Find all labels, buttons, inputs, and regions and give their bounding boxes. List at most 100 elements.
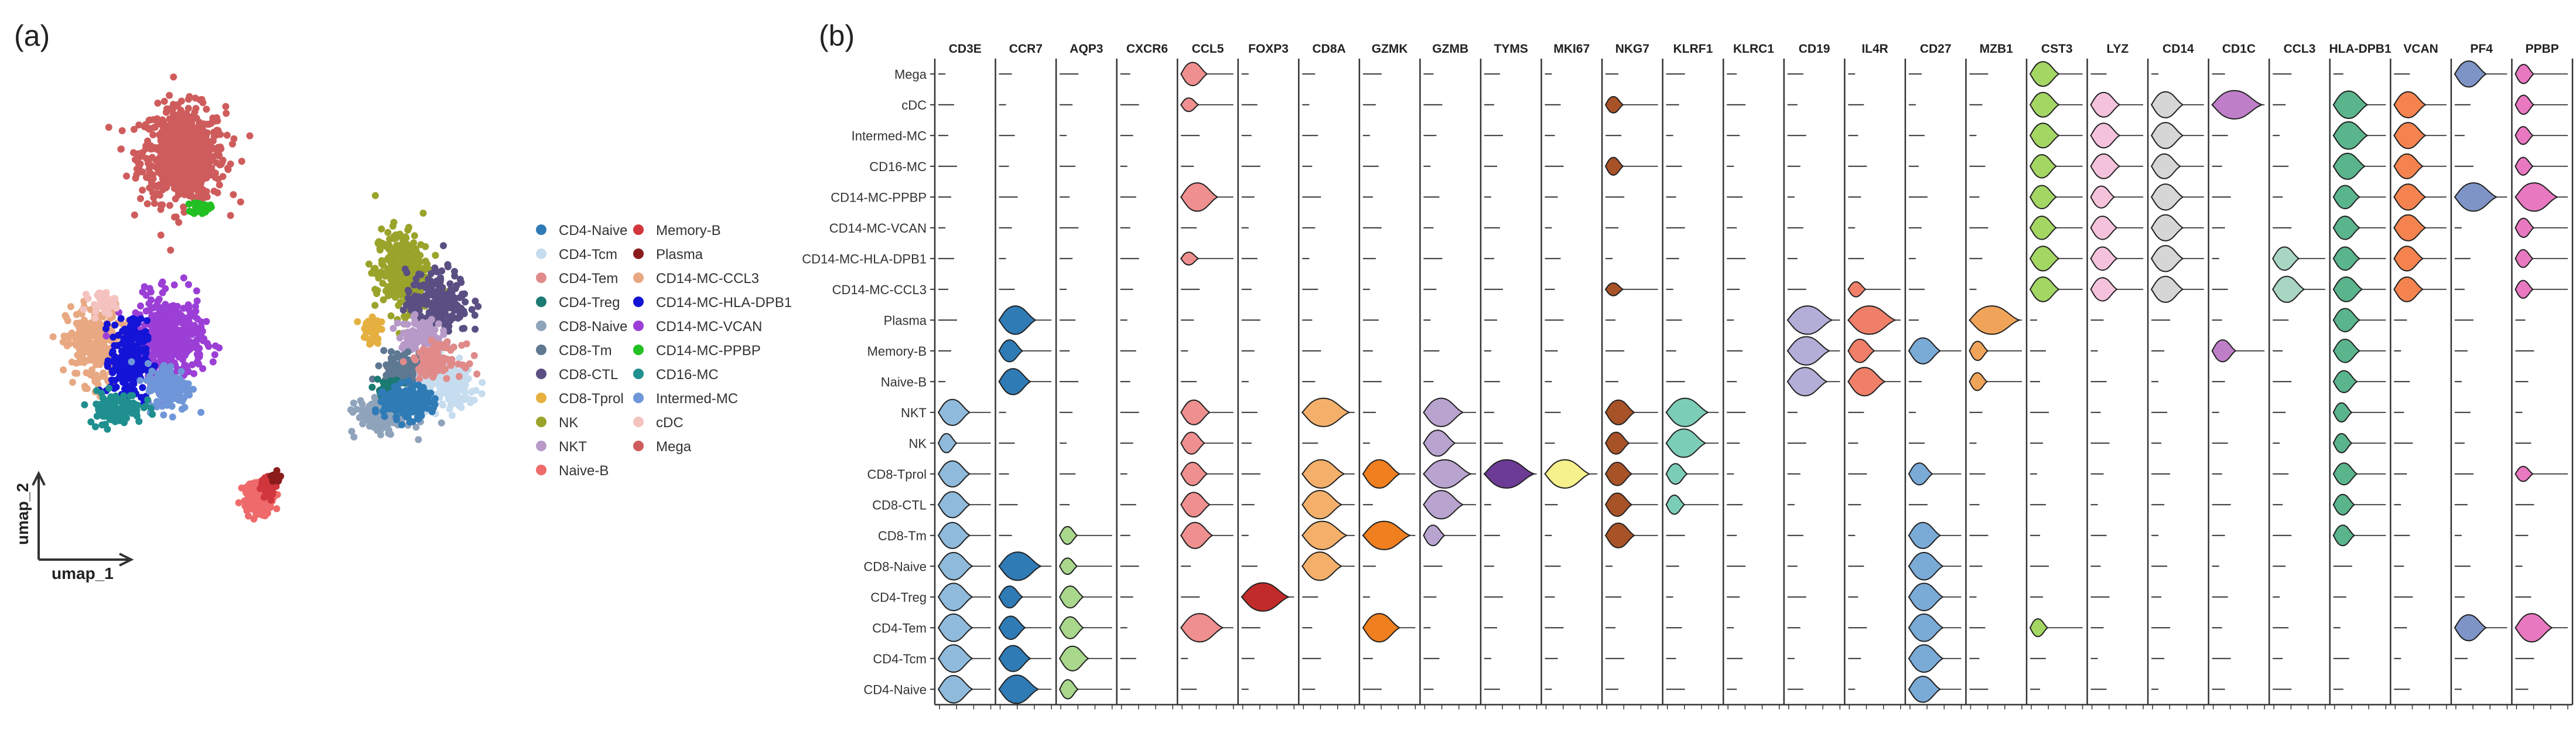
umap-point	[143, 377, 151, 384]
umap-point	[92, 339, 100, 347]
umap-point	[241, 497, 248, 505]
legend-swatch	[536, 465, 546, 475]
umap-point	[444, 263, 452, 271]
umap-point	[81, 401, 88, 408]
umap-point	[72, 342, 80, 349]
umap-point	[391, 403, 399, 411]
gene-label: MZB1	[1980, 42, 2013, 56]
legend-item-intermed-mc: Intermed-MC	[633, 391, 738, 407]
violin-cd3e-cd8-tm	[937, 522, 971, 549]
umap-point	[173, 149, 181, 157]
umap-point	[181, 404, 189, 411]
umap-point	[423, 404, 431, 412]
gene-column-lyz: LYZ	[2086, 42, 2144, 710]
umap-point	[153, 321, 160, 329]
umap-point	[411, 232, 418, 240]
violin-klrf1-nk	[1665, 428, 1707, 458]
umap-point	[394, 319, 401, 327]
umap-point	[132, 175, 139, 182]
umap-point	[84, 338, 92, 346]
gene-column-cd3e: CD3E	[934, 42, 992, 710]
legend-item-cd8-ctl: CD8-CTL	[536, 367, 618, 383]
umap-point	[82, 291, 90, 298]
umap-point	[446, 389, 454, 396]
umap-point	[381, 413, 388, 420]
umap-point	[71, 369, 79, 377]
umap-point	[114, 395, 121, 403]
legend-label: Mega	[656, 439, 692, 455]
celltype-label: Memory-B	[867, 344, 927, 359]
umap-point	[149, 411, 156, 418]
umap-point	[409, 418, 416, 425]
umap-point	[132, 334, 140, 342]
umap-point	[79, 350, 87, 357]
umap-point	[145, 117, 153, 124]
umap-point	[368, 270, 375, 277]
violin-vcan-cd16-mc	[2393, 153, 2424, 179]
umap-point	[426, 357, 433, 365]
umap-point	[170, 73, 177, 81]
umap-point	[63, 332, 71, 340]
umap-point	[375, 362, 382, 370]
legend-label: NKT	[559, 439, 587, 455]
celltype-label: Intermed-MC	[852, 128, 927, 143]
umap-point	[385, 419, 393, 427]
legend-swatch	[633, 369, 644, 379]
umap-point	[366, 325, 374, 332]
celltype-label: NKT	[901, 406, 927, 420]
gene-label: PPBP	[2526, 42, 2559, 56]
violin-cd14-intermed-mc	[2150, 122, 2185, 149]
umap-point	[431, 370, 438, 378]
umap-point	[158, 280, 165, 288]
umap-point	[427, 383, 435, 391]
umap-point	[196, 164, 204, 172]
umap-point	[416, 349, 423, 356]
umap-point	[348, 428, 356, 435]
violin-lyz-cdc	[2090, 91, 2121, 118]
violin-cd27-cd4-treg	[1908, 582, 1945, 612]
legend-swatch	[633, 297, 644, 307]
violin-hla-dpb1-cd8-tprol	[2332, 462, 2359, 486]
violin-cd27-cd4-tem	[1908, 613, 1945, 642]
umap-point	[210, 188, 218, 195]
umap-point	[432, 251, 439, 259]
umap-point	[197, 408, 205, 416]
umap-point	[412, 424, 420, 431]
violin-cd3e-cd4-tem	[937, 613, 974, 642]
umap-point	[433, 363, 440, 370]
violin-cd27-cd4-naive	[1908, 676, 1942, 703]
violin-hla-dpb1-cdc	[2332, 90, 2369, 120]
umap-cluster-plasma	[267, 467, 285, 485]
umap-point	[167, 246, 175, 254]
umap-point	[412, 356, 419, 364]
umap-point	[419, 209, 427, 217]
umap-point	[166, 333, 174, 341]
umap-point	[390, 325, 397, 332]
gene-label: TYMS	[1494, 42, 1528, 56]
umap-point	[81, 383, 88, 390]
violin-hla-dpb1-cd16-mc	[2332, 152, 2366, 180]
violin-ppbp-cd14-mc-ppbp	[2514, 182, 2559, 212]
umap-point	[404, 287, 412, 294]
violin-ccl5-cdc	[1180, 97, 1200, 113]
gene-column-cd1c: CD1C	[2208, 42, 2265, 710]
legend-label: Naive-B	[559, 463, 609, 479]
umap-point	[139, 384, 146, 391]
umap-point	[179, 127, 187, 135]
gene-column-gzmb: GZMB	[1419, 42, 1477, 710]
celltype-label: NK	[908, 436, 927, 451]
umap-point	[440, 290, 447, 298]
umap-point	[203, 188, 210, 195]
umap-point	[168, 403, 176, 410]
legend-item-mega: Mega	[633, 439, 692, 455]
celltype-label: CD8-CTL	[872, 498, 927, 512]
umap-point	[93, 346, 100, 353]
umap-point	[157, 231, 165, 239]
celltype-label: Mega	[894, 67, 927, 81]
umap-point	[439, 284, 446, 291]
umap-point	[440, 242, 447, 250]
umap-point	[360, 333, 368, 341]
gene-label: GZMB	[1432, 42, 1468, 56]
umap-point	[136, 195, 144, 202]
umap-point	[130, 409, 138, 417]
